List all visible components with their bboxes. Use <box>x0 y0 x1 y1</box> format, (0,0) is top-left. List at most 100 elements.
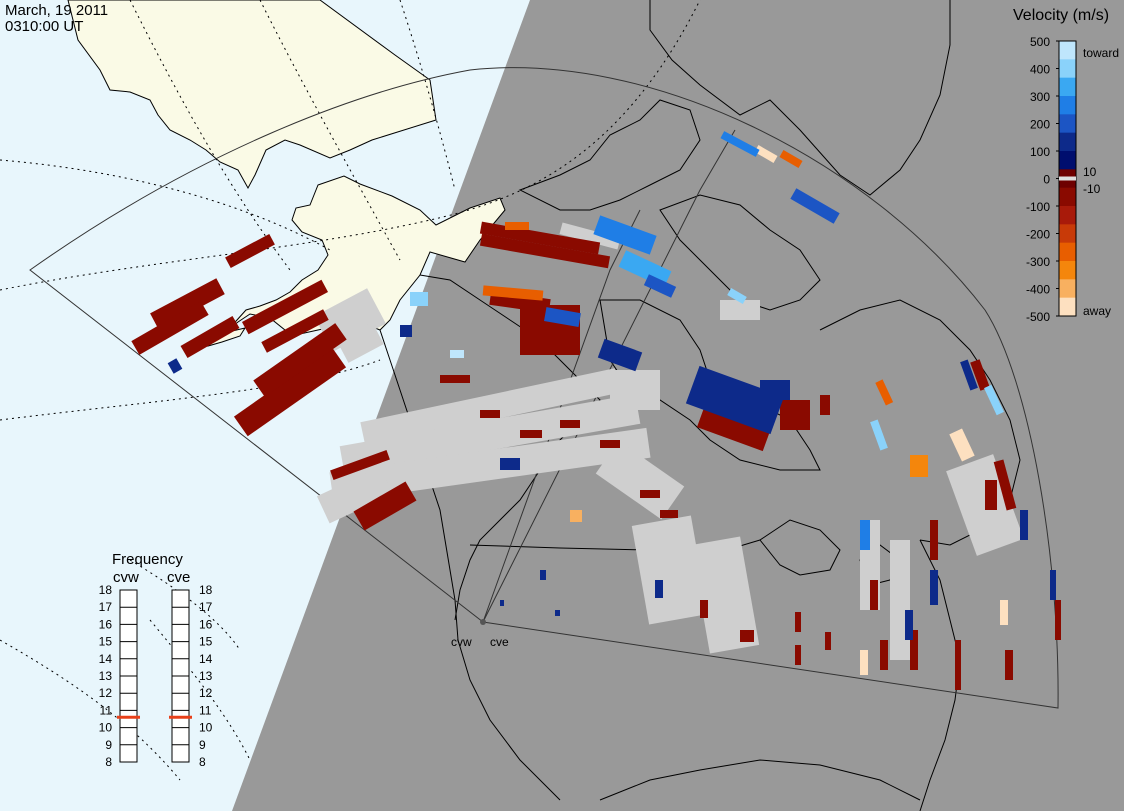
vel-cell <box>544 307 581 328</box>
vel-cell <box>870 419 888 451</box>
vel-cell <box>875 379 894 406</box>
lon-line-5 <box>0 639 181 781</box>
gs-cell <box>631 515 709 625</box>
frequency-label-cve: cve <box>167 569 190 586</box>
vel-cell <box>780 400 810 430</box>
vel-cell <box>353 481 417 531</box>
lon-line-2 <box>129 0 291 271</box>
velocity-toward-cells <box>167 131 1056 640</box>
gs-cell <box>339 394 641 476</box>
vel-cell <box>930 520 938 560</box>
frequency-tick-left: 18 <box>99 583 113 597</box>
velocity-colorbar: Velocity (m/s) 500 400 300 200 100 0 -100 -200 -… <box>1013 7 1119 324</box>
colorbar-segment <box>1059 96 1076 115</box>
gs-cell <box>595 440 685 520</box>
gs-cell <box>610 370 660 410</box>
frequency-tick-right: 11 <box>199 703 212 717</box>
vel-cell <box>225 233 275 269</box>
frequency-tick-left: 14 <box>99 652 113 666</box>
colorbar-segment <box>1059 132 1076 152</box>
colorbar-segment <box>1059 242 1076 262</box>
vel-cell <box>560 420 580 428</box>
vel-cell <box>1050 570 1056 600</box>
vel-cell <box>233 347 347 437</box>
vel-cell <box>795 612 801 632</box>
gs-cell <box>690 536 760 654</box>
vel-cell <box>825 632 831 650</box>
lon-line-4 <box>399 0 456 191</box>
vel-cell <box>640 490 660 498</box>
colorbar-segment <box>1059 77 1076 97</box>
gs-cell <box>329 427 651 503</box>
velocity-tick-label: 400 <box>1030 63 1050 77</box>
ground-scatter-cells <box>314 222 1024 660</box>
frequency-tick-left: 8 <box>105 755 112 769</box>
radar-site-marker <box>480 619 486 625</box>
colorbar-segment <box>1059 261 1076 280</box>
vel-cell <box>870 580 878 610</box>
night-coastlines <box>379 0 1021 811</box>
colorbar-segment <box>1059 151 1076 170</box>
gs-cell <box>559 222 621 250</box>
velocity-tick-pos10: 10 <box>1083 165 1097 179</box>
colorbar-segment <box>1059 59 1076 79</box>
velocity-away-cells <box>131 221 1061 690</box>
velocity-away-label: away <box>1083 304 1111 318</box>
vel-cell <box>555 610 560 616</box>
vel-cell <box>505 222 529 230</box>
velocity-tick-label: 500 <box>1030 35 1050 49</box>
velocity-tick-neg10: -10 <box>1083 182 1101 196</box>
vel-cell <box>860 650 868 675</box>
land-siberia <box>67 0 437 190</box>
frequency-tick-left: 15 <box>99 635 113 649</box>
vel-cell <box>727 288 747 304</box>
vel-cell <box>760 380 790 400</box>
vel-cell <box>905 610 913 640</box>
vel-cell <box>167 358 183 374</box>
vel-cell <box>949 428 975 462</box>
vel-cell <box>540 570 546 580</box>
fov-outer-boundary <box>29 67 1059 709</box>
frequency-tick-left: 16 <box>99 617 113 631</box>
frequency-tick-right: 13 <box>199 669 213 683</box>
frequency-tick-right: 9 <box>199 738 206 752</box>
vel-cell <box>779 150 803 168</box>
frequency-title: Frequency <box>112 551 183 568</box>
vel-cell <box>253 323 347 397</box>
frequency-tick-right: 15 <box>199 635 213 649</box>
velocity-tick-label: 0 <box>1043 173 1050 187</box>
velocity-colorbar-ticks: 500 400 300 200 100 0 -100 -200 -300 -400 -500 <box>1026 35 1059 324</box>
coast-pacific-nw <box>379 329 561 801</box>
velocity-toward-label: toward <box>1083 46 1119 60</box>
vel-cell <box>570 510 582 522</box>
gs-cell <box>336 322 384 363</box>
coast-greenland <box>649 0 951 196</box>
coast-gulf <box>599 759 921 801</box>
vel-cell <box>241 279 329 335</box>
lat-circle-4 <box>149 619 251 761</box>
vel-cell <box>593 215 657 255</box>
vel-cell <box>400 325 412 337</box>
frequency-panel: Frequency cvw cve 18 18 17 17 16 16 15 15 14 14 13… <box>99 551 213 769</box>
vel-cell <box>330 450 390 480</box>
vel-cell <box>993 459 1017 511</box>
vel-cell <box>480 410 500 418</box>
coast-arctic-islands <box>518 99 701 211</box>
gs-cell <box>316 466 394 524</box>
vel-cell <box>880 640 888 670</box>
frequency-tick-left: 13 <box>99 669 113 683</box>
frequency-ticks: 18 18 17 17 16 16 15 15 14 14 13 13 12 12 11 11 10 10 9 9 8 8 <box>99 583 213 769</box>
vel-cell <box>754 145 778 163</box>
vel-cell <box>860 520 870 550</box>
velocity-tick-label: 300 <box>1030 90 1050 104</box>
vel-cell <box>910 630 918 670</box>
vel-cell <box>660 510 678 518</box>
frequency-tick-left: 9 <box>105 738 112 752</box>
vel-cell <box>1055 600 1061 640</box>
frequency-tick-left: 10 <box>99 721 113 735</box>
velocity-tick-label: 200 <box>1030 118 1050 132</box>
frequency-tick-left: 12 <box>99 686 113 700</box>
colorbar-segment <box>1059 187 1076 207</box>
